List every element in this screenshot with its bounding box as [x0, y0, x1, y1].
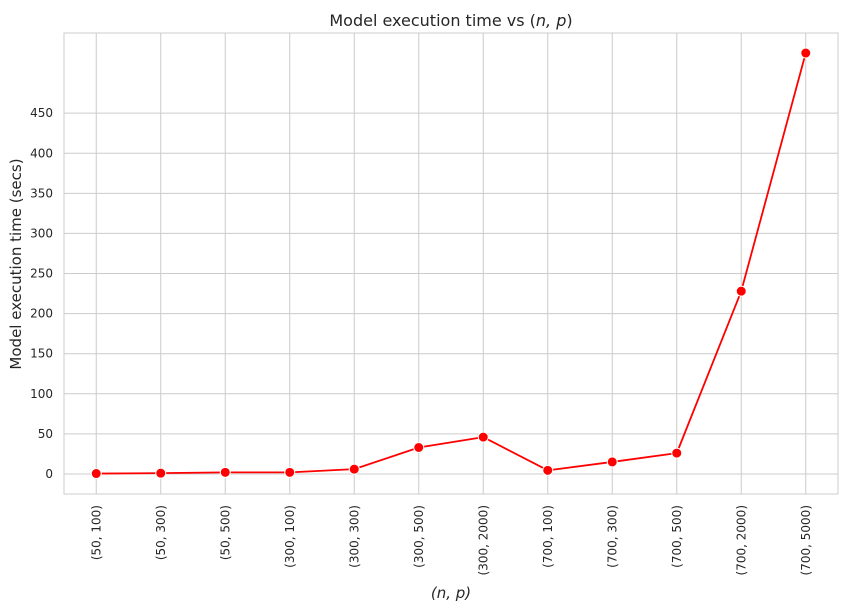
x-tick-label: (700, 2000) [734, 505, 748, 575]
data-point [606, 456, 618, 468]
x-tick-label: (300, 100) [283, 505, 297, 568]
x-tick-label: (300, 300) [347, 505, 361, 568]
series-line [96, 52, 807, 475]
chart-title-suffix: ) [566, 11, 572, 30]
x-tick-label: (700, 500) [670, 505, 684, 568]
y-tick-label: 250 [30, 267, 53, 281]
y-tick-label: 450 [30, 106, 53, 120]
y-axis-ticks: 0 50 100 150 200 250 300 350 400 450 [30, 106, 53, 481]
data-point [348, 463, 360, 475]
x-axis-label: (n, p) [431, 584, 471, 602]
y-tick-label: 100 [30, 387, 53, 401]
x-axis-ticks: (50, 100) (50, 300) (50, 500) (300, 100) (30… [89, 505, 813, 575]
y-tick-label: 350 [30, 186, 53, 200]
data-point [284, 466, 296, 478]
x-tick-label: (700, 300) [605, 505, 619, 568]
x-tick-label: (50, 500) [218, 505, 232, 560]
data-point [477, 431, 489, 443]
data-point [735, 285, 747, 297]
chart-title: Model execution time vs (n, p) [329, 11, 572, 30]
plot-frame [63, 32, 839, 495]
x-tick-label: (700, 100) [541, 505, 555, 568]
series [90, 47, 812, 480]
x-tick-label: (300, 2000) [476, 505, 490, 575]
y-axis-label: Model execution time (secs) [7, 158, 25, 369]
chart-title-math: n, p [536, 11, 566, 30]
grid [64, 33, 838, 494]
x-tick-label: (300, 500) [412, 505, 426, 568]
data-point [542, 464, 554, 476]
chart-title-prefix: Model execution time vs ( [329, 11, 536, 30]
y-tick-label: 0 [45, 467, 53, 481]
x-tick-label: (50, 100) [89, 505, 103, 560]
data-point [90, 468, 102, 480]
data-point [800, 47, 812, 59]
data-point [155, 467, 167, 479]
data-point [413, 441, 425, 453]
data-point [219, 466, 231, 478]
y-tick-label: 200 [30, 307, 53, 321]
y-tick-label: 300 [30, 226, 53, 240]
x-tick-label: (50, 300) [154, 505, 168, 560]
y-tick-label: 400 [30, 146, 53, 160]
data-point [671, 447, 683, 459]
y-tick-label: 150 [30, 347, 53, 361]
x-tick-label: (700, 5000) [799, 505, 813, 575]
y-tick-label: 50 [38, 427, 53, 441]
